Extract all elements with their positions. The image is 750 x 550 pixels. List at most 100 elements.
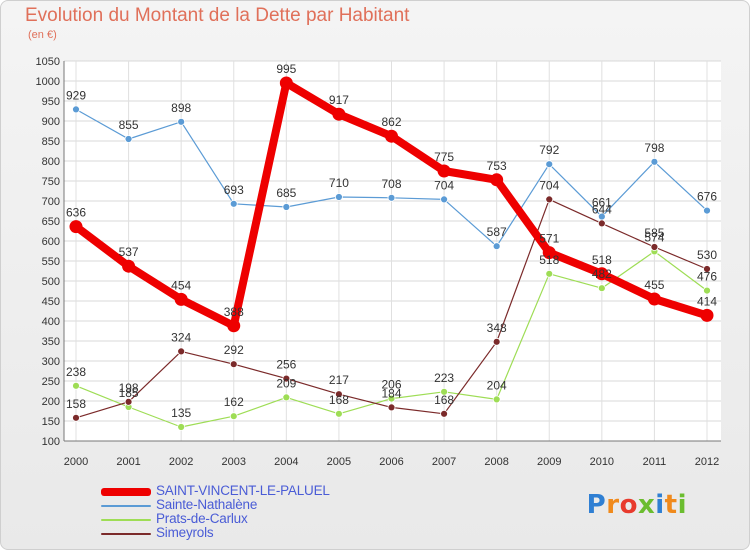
legend-label: SAINT-VINCENT-LE-PALUEL — [156, 483, 330, 498]
y-tick-label: 450 — [42, 296, 60, 308]
data-point — [703, 286, 711, 295]
x-tick-label: 2011 — [643, 456, 667, 468]
y-tick-label: 400 — [42, 316, 60, 328]
y-tick-label: 200 — [42, 396, 60, 408]
legend-item: Sainte-Nathalène — [101, 497, 401, 513]
data-point — [650, 243, 659, 251]
data-point — [282, 203, 291, 211]
y-tick-label: 750 — [42, 176, 60, 188]
data-label: 204 — [487, 378, 507, 392]
data-label: 661 — [592, 196, 612, 210]
data-label: 917 — [329, 93, 349, 107]
legend-label: Simeyrols — [156, 525, 214, 540]
data-label: 184 — [381, 386, 401, 400]
data-label: 162 — [224, 395, 244, 409]
data-label: 587 — [487, 225, 507, 239]
legend-item: Simeyrols — [101, 525, 401, 541]
data-point — [229, 199, 238, 208]
data-point — [124, 397, 133, 406]
data-label: 168 — [329, 393, 349, 407]
data-label: 209 — [276, 376, 296, 390]
data-point — [177, 117, 186, 126]
data-label: 518 — [592, 253, 612, 267]
x-tick-label: 2002 — [169, 456, 193, 468]
data-label: 168 — [434, 393, 454, 407]
data-label: 348 — [487, 321, 507, 335]
data-label: 753 — [487, 159, 507, 173]
data-point — [440, 195, 448, 204]
data-label: 862 — [381, 115, 401, 129]
data-label: 855 — [119, 118, 139, 132]
y-tick-label: 850 — [42, 136, 60, 148]
data-label: 158 — [66, 397, 86, 411]
data-point — [387, 403, 396, 412]
data-point — [490, 173, 504, 187]
data-label: 324 — [171, 330, 191, 344]
data-point — [703, 206, 711, 215]
data-label: 476 — [697, 270, 717, 284]
x-tick-label: 2008 — [484, 456, 508, 468]
data-point — [282, 374, 291, 383]
data-point — [122, 259, 136, 273]
y-tick-label: 950 — [42, 96, 60, 108]
y-tick-label: 900 — [42, 116, 60, 128]
data-point — [174, 292, 188, 306]
data-point — [177, 347, 186, 356]
x-tick-label: 2009 — [537, 456, 561, 468]
data-label: 585 — [644, 226, 664, 240]
data-label: 676 — [697, 190, 717, 204]
y-tick-label: 100 — [42, 436, 60, 448]
y-tick-label: 1000 — [36, 76, 60, 88]
data-label: 798 — [644, 141, 664, 155]
x-tick-label: 2012 — [695, 456, 719, 468]
data-label: 256 — [276, 358, 296, 372]
data-point — [647, 292, 661, 306]
y-tick-label: 700 — [42, 196, 60, 208]
x-tick-label: 2001 — [116, 456, 140, 468]
data-point — [703, 265, 711, 273]
data-point — [437, 164, 451, 178]
data-label: 693 — [224, 183, 244, 197]
chart-title: Evolution du Montant de la Dette par Hab… — [25, 5, 410, 26]
data-label: 537 — [119, 245, 139, 259]
data-label: 710 — [329, 176, 349, 190]
data-point — [227, 319, 241, 333]
data-label: 455 — [644, 278, 664, 292]
data-label: 518 — [539, 253, 559, 267]
data-label: 685 — [276, 186, 296, 200]
data-point — [492, 337, 501, 346]
data-label: 571 — [539, 232, 559, 246]
data-point — [229, 412, 238, 421]
data-label: 708 — [381, 177, 401, 191]
data-point — [279, 76, 293, 90]
y-tick-label: 600 — [42, 236, 60, 248]
data-point — [387, 193, 396, 202]
data-label: 223 — [434, 371, 454, 385]
data-point — [282, 393, 291, 402]
data-point — [492, 395, 501, 404]
legend-item: Prats-de-Carlux — [101, 511, 401, 527]
x-tick-label: 2004 — [274, 456, 298, 468]
x-tick-label: 2010 — [590, 456, 614, 468]
data-label: 636 — [66, 206, 86, 220]
data-point — [72, 413, 80, 422]
y-tick-label: 300 — [42, 356, 60, 368]
data-label: 644 — [592, 202, 612, 216]
data-point — [332, 107, 346, 121]
legend-label: Sainte-Nathalène — [156, 497, 258, 512]
data-label: 995 — [276, 62, 296, 76]
data-point — [385, 129, 398, 143]
data-label: 530 — [697, 248, 717, 262]
data-label: 238 — [66, 365, 86, 379]
legend-item: SAINT-VINCENT-LE-PALUEL — [101, 483, 401, 499]
legend-swatch — [101, 519, 151, 521]
legend-label: Prats-de-Carlux — [156, 511, 248, 526]
data-label: 292 — [224, 343, 244, 357]
chart-subtitle: (en €) — [28, 29, 57, 41]
y-tick-label: 150 — [42, 416, 60, 428]
data-label: 775 — [434, 150, 454, 164]
data-point — [542, 246, 556, 260]
data-point — [69, 220, 83, 234]
y-tick-label: 350 — [42, 336, 60, 348]
